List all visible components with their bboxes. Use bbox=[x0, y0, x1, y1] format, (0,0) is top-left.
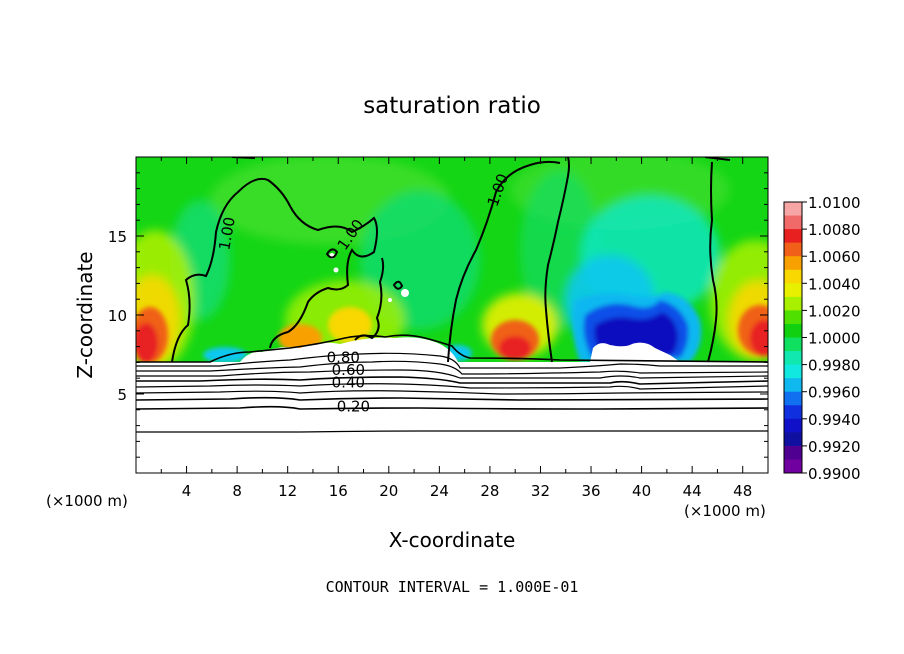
colorbar-label: 1.0020 bbox=[808, 302, 861, 320]
y-axis-label: Z-coordinate bbox=[73, 251, 97, 378]
colorbar-swatch bbox=[784, 323, 802, 338]
x-axis: 4 8 12 16 20 24 28 32 36 40 44 48 bbox=[160, 157, 752, 500]
x-tick-label: 4 bbox=[182, 482, 192, 500]
colorbar-swatch bbox=[784, 242, 802, 257]
x-tick-label: 16 bbox=[329, 482, 348, 500]
contour-label: 0.80 bbox=[327, 348, 360, 366]
x-tick-label: 36 bbox=[581, 482, 600, 500]
y-tick-label: 15 bbox=[108, 228, 127, 246]
x-tick-label: 44 bbox=[683, 482, 702, 500]
contour-label: 0.60 bbox=[332, 361, 365, 379]
contour-interval-note: CONTOUR INTERVAL = 1.000E-01 bbox=[326, 578, 579, 596]
colorbar-swatch bbox=[784, 459, 802, 474]
contour-label: 0.40 bbox=[332, 374, 365, 392]
x-tick-label: 28 bbox=[480, 482, 499, 500]
colorbar-swatch bbox=[784, 229, 802, 244]
y-axis: 5 10 15 bbox=[108, 172, 768, 458]
colorbar-label: 1.0060 bbox=[808, 248, 861, 266]
chart-title: saturation ratio bbox=[363, 93, 541, 119]
contour-labels: 1.00 1.001.000.800.600.400.20 bbox=[215, 171, 512, 415]
x-unit-left: (×1000 m) bbox=[46, 492, 128, 510]
contour-label: 1.00 bbox=[215, 216, 239, 252]
colorbar-swatch bbox=[784, 391, 802, 406]
colorbar-swatch bbox=[784, 296, 802, 311]
colorbar-swatch bbox=[784, 378, 802, 393]
colorbar-swatch bbox=[784, 269, 802, 284]
y-tick-label: 5 bbox=[117, 386, 127, 404]
colorbar-swatch bbox=[784, 337, 802, 352]
colorbar-swatch bbox=[784, 256, 802, 271]
colorbar-swatch bbox=[784, 215, 802, 230]
colorbar-label: 1.0040 bbox=[808, 275, 861, 293]
colorbar-label: 0.9980 bbox=[808, 357, 861, 375]
colorbar-label: 0.9920 bbox=[808, 438, 861, 456]
colorbar-label: 0.9940 bbox=[808, 411, 861, 429]
colorbar-swatch bbox=[784, 283, 802, 298]
colorbar-swatch bbox=[784, 310, 802, 325]
contour-lines-lower bbox=[136, 334, 768, 433]
x-tick-label: 40 bbox=[632, 482, 651, 500]
colorbar: 1.0100 1.0080 1.0060 1.0040 1.0020 1.0000 0.99… bbox=[783, 194, 861, 483]
x-tick-label: 48 bbox=[733, 482, 752, 500]
colorbar-swatch bbox=[784, 202, 802, 217]
x-tick-label: 24 bbox=[430, 482, 449, 500]
plot-area: 1.00 1.001.000.800.600.400.20 bbox=[136, 157, 768, 473]
colorbar-label: 0.9900 bbox=[808, 465, 861, 483]
colorbar-label: 0.9960 bbox=[808, 384, 861, 402]
contour-label: 0.20 bbox=[337, 397, 370, 415]
x-tick-label: 32 bbox=[531, 482, 550, 500]
x-tick-label: 12 bbox=[278, 482, 297, 500]
colorbar-swatch bbox=[784, 432, 802, 447]
colorbar-label: 1.0080 bbox=[808, 221, 861, 239]
x-axis-label: X-coordinate bbox=[389, 528, 516, 552]
colorbar-swatch bbox=[784, 351, 802, 366]
colorbar-swatch bbox=[784, 405, 802, 420]
colorbar-swatch bbox=[784, 364, 802, 379]
colorbar-label: 1.0100 bbox=[808, 194, 861, 212]
x-unit-right: (×1000 m) bbox=[684, 502, 766, 520]
y-tick-label: 10 bbox=[108, 307, 127, 325]
colorbar-swatch bbox=[784, 418, 802, 433]
x-tick-label: 8 bbox=[232, 482, 242, 500]
x-tick-label: 20 bbox=[379, 482, 398, 500]
colorbar-swatch bbox=[784, 445, 802, 460]
colorbar-label: 1.0000 bbox=[808, 330, 861, 348]
